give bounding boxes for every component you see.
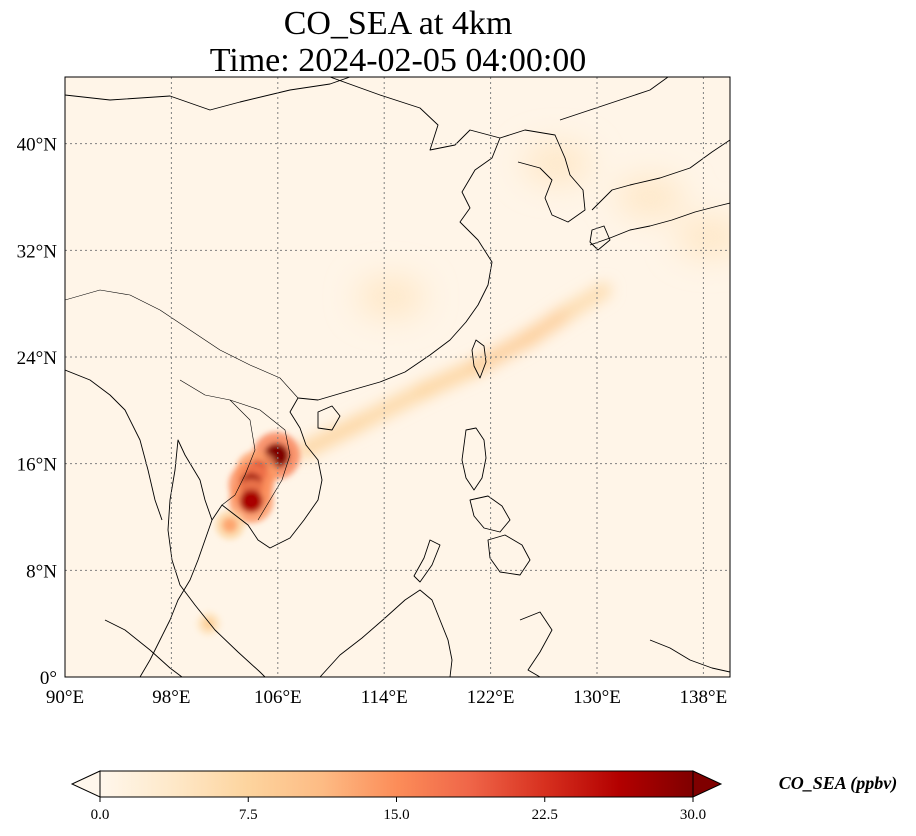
hotspot [239, 489, 263, 513]
lat-tick-label: 0° [40, 668, 57, 689]
field-background [65, 77, 730, 677]
diffuse-region [356, 277, 425, 317]
colorbar-extend-max [692, 770, 723, 798]
colorbar: 0.0 7.5 15.0 22.5 30.0 CO_SEA (ppbv) [70, 770, 898, 823]
lon-tick-label: 122°E [467, 687, 515, 708]
plume-segment [416, 358, 486, 399]
lon-tick-label: 130°E [573, 687, 621, 708]
lat-tick-label: 40°N [17, 135, 58, 156]
colorbar-tick-label: 7.5 [239, 807, 258, 823]
hainan-coast [317, 405, 341, 431]
lon-tick-label: 98°E [152, 687, 190, 708]
sumatra-coast [104, 619, 183, 677]
plume-segment [296, 415, 366, 459]
hotspot-layer [196, 432, 301, 636]
colorbar-tick-label: 15.0 [383, 807, 409, 823]
colorbar-label: CO_SEA (ppbv) [779, 773, 898, 794]
myanmar-coast [65, 369, 163, 521]
coastlines [65, 77, 730, 677]
diffuse-region [676, 217, 730, 257]
russia-coast [559, 77, 669, 121]
luzon-coast [461, 427, 487, 491]
palawan-coast [413, 539, 441, 583]
latitude-tick-labels: 0° 8°N 16°N 24°N 32°N 40°N [17, 135, 58, 689]
plume-segment [562, 282, 612, 319]
map-frame [64, 76, 731, 678]
lon-tick-label: 114°E [361, 687, 408, 708]
korea-coast [499, 129, 586, 223]
colorbar-gradient [99, 770, 694, 798]
colorbar-tick-label: 30.0 [680, 807, 706, 823]
colorbar-ticks: 0.0 7.5 15.0 22.5 30.0 [91, 797, 706, 823]
lat-tick-label: 16°N [17, 455, 58, 476]
colorbar-extend-min [70, 770, 101, 798]
mindanao-coast [487, 534, 531, 576]
hotspot [202, 617, 215, 630]
japan-coast [591, 139, 730, 211]
lon-tick-label: 90°E [46, 687, 84, 708]
malay-peninsula [167, 439, 266, 677]
title-line-2: Time: 2024-02-05 04:00:00 [210, 42, 587, 79]
colorbar-tick-label: 0.0 [91, 807, 110, 823]
map-panel [65, 77, 730, 677]
indochina-coast [139, 397, 323, 677]
borneo-coast [319, 589, 453, 677]
japan-coast-south [589, 202, 730, 246]
taiwan-coast [471, 339, 487, 379]
kyushu-coast [589, 225, 611, 251]
longitude-tick-labels: 90°E 98°E 106°E 114°E 122°E 130°E 138°E [46, 687, 727, 708]
inner-border-3 [229, 399, 291, 521]
inner-border-2 [179, 379, 256, 506]
northern-border [65, 77, 351, 111]
gridlines [65, 77, 730, 677]
lon-tick-label: 138°E [680, 687, 728, 708]
diffuse-region [616, 177, 685, 217]
china-east-coast [297, 77, 501, 401]
lat-tick-label: 24°N [17, 348, 58, 369]
diffuse-region [523, 143, 592, 184]
sulawesi-coast [519, 611, 553, 677]
hotspot [222, 517, 238, 533]
inner-border-1 [65, 289, 299, 399]
lon-tick-label: 106°E [254, 687, 302, 708]
lat-tick-label: 8°N [26, 561, 57, 582]
colorbar-tick-label: 22.5 [532, 807, 558, 823]
plume-segment [349, 382, 433, 432]
lat-tick-label: 32°N [17, 241, 58, 262]
new-guinea-coast [649, 639, 730, 673]
title-line-1: CO_SEA at 4km [284, 5, 513, 42]
